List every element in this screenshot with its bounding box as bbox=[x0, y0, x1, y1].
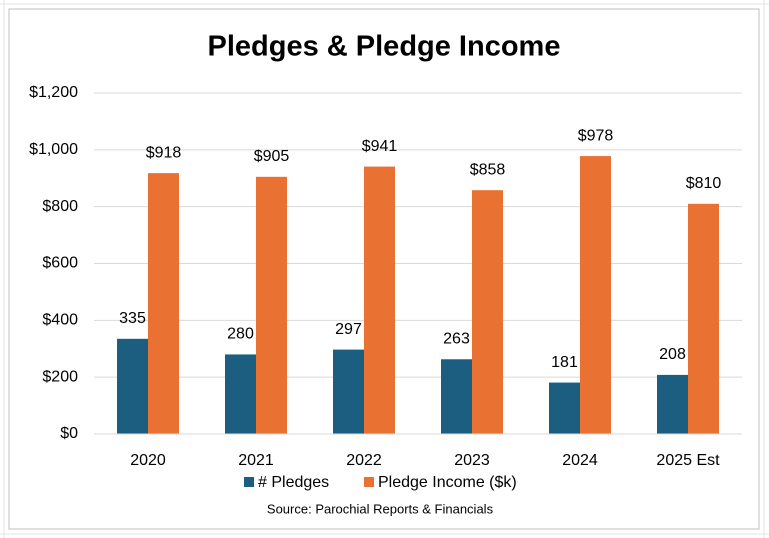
y-tick-label: $600 bbox=[42, 255, 78, 272]
y-tick-label: $0 bbox=[60, 425, 78, 442]
chart-title: Pledges & Pledge Income bbox=[208, 31, 561, 63]
x-tick-label: 2020 bbox=[130, 452, 166, 469]
bar bbox=[580, 156, 611, 434]
source-note: Source: Parochial Reports & Financials bbox=[267, 501, 494, 516]
bar bbox=[117, 338, 148, 434]
bar bbox=[333, 349, 364, 434]
y-tick-label: $200 bbox=[42, 368, 78, 385]
value-label: 280 bbox=[227, 326, 254, 343]
bar bbox=[364, 166, 395, 434]
x-tick-label: 2021 bbox=[238, 452, 274, 469]
y-tick-label: $1,200 bbox=[29, 84, 78, 101]
bar bbox=[225, 354, 256, 434]
bar bbox=[472, 190, 503, 434]
y-tick-label: $1,000 bbox=[29, 141, 78, 158]
value-label: $858 bbox=[470, 161, 506, 178]
bar bbox=[256, 176, 287, 434]
value-label: 181 bbox=[551, 354, 578, 371]
value-label: 263 bbox=[443, 330, 470, 347]
value-label: $978 bbox=[578, 127, 614, 144]
legend-label: Pledge Income ($k) bbox=[378, 474, 517, 491]
value-label: $810 bbox=[686, 175, 722, 192]
bar bbox=[688, 203, 719, 434]
y-tick-label: $800 bbox=[42, 198, 78, 215]
bar bbox=[441, 359, 472, 434]
legend-label: # Pledges bbox=[258, 474, 329, 491]
bar bbox=[549, 382, 580, 434]
value-label: $905 bbox=[254, 148, 290, 165]
x-tick-label: 2023 bbox=[454, 452, 490, 469]
x-tick-label: 2025 Est bbox=[656, 452, 720, 469]
bar bbox=[148, 173, 179, 434]
y-tick-label: $400 bbox=[42, 312, 78, 329]
legend-swatch bbox=[364, 477, 374, 487]
value-label: 335 bbox=[119, 310, 146, 327]
legend-swatch bbox=[244, 477, 254, 487]
x-tick-label: 2024 bbox=[562, 452, 598, 469]
value-label: $918 bbox=[146, 144, 182, 161]
value-label: $941 bbox=[362, 138, 398, 155]
value-label: 297 bbox=[335, 321, 362, 338]
value-label: 208 bbox=[659, 346, 686, 363]
bar bbox=[657, 374, 688, 434]
x-tick-label: 2022 bbox=[346, 452, 382, 469]
